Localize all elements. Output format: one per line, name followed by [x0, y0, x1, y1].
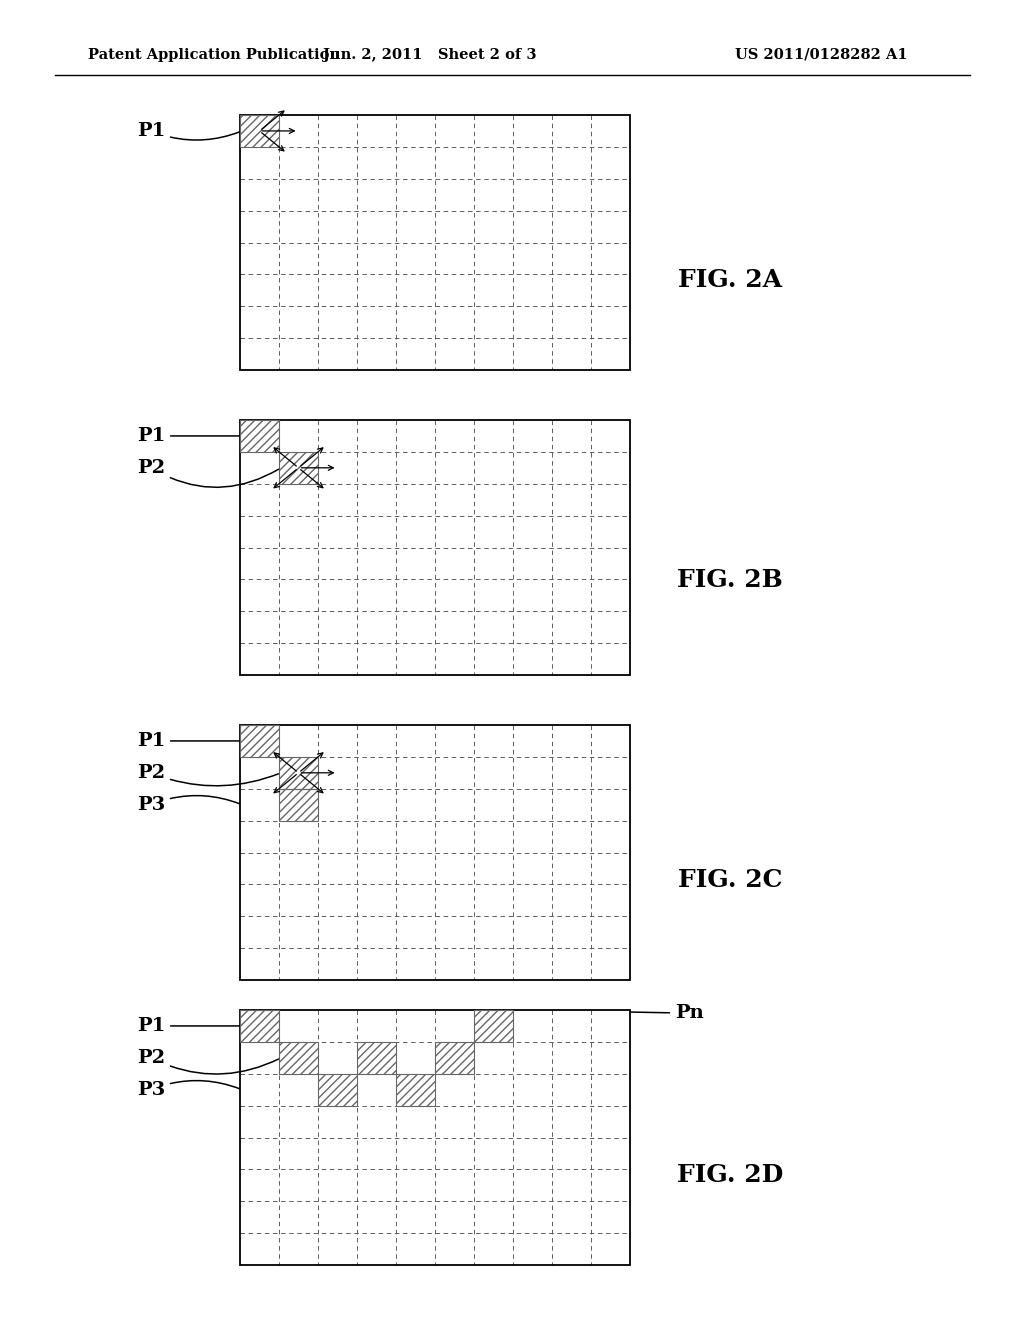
Text: P1: P1: [136, 426, 240, 445]
Text: P2: P2: [137, 1049, 279, 1074]
Text: FIG. 2C: FIG. 2C: [678, 869, 782, 892]
Bar: [396, 1073, 435, 1106]
Text: FIG. 2B: FIG. 2B: [677, 568, 783, 591]
Text: P3: P3: [137, 796, 240, 813]
Bar: [240, 420, 279, 451]
Text: FIG. 2D: FIG. 2D: [677, 1163, 783, 1187]
Text: P2: P2: [137, 459, 279, 487]
Bar: [240, 1010, 279, 1041]
Bar: [240, 725, 630, 979]
Bar: [279, 789, 318, 821]
Text: FIG. 2A: FIG. 2A: [678, 268, 782, 292]
Text: Jun. 2, 2011   Sheet 2 of 3: Jun. 2, 2011 Sheet 2 of 3: [324, 48, 537, 62]
Text: P1: P1: [136, 731, 240, 750]
Bar: [240, 420, 630, 675]
Bar: [240, 115, 279, 147]
Text: Patent Application Publication: Patent Application Publication: [88, 48, 340, 62]
Bar: [240, 115, 630, 370]
Text: P1: P1: [136, 1016, 240, 1035]
Bar: [279, 451, 318, 483]
Bar: [318, 1073, 357, 1106]
Bar: [474, 1010, 513, 1041]
Text: P2: P2: [137, 764, 279, 785]
Text: P3: P3: [137, 1081, 240, 1098]
Bar: [435, 1041, 474, 1073]
Text: US 2011/0128282 A1: US 2011/0128282 A1: [735, 48, 907, 62]
Bar: [279, 756, 318, 789]
Bar: [240, 1010, 630, 1265]
Bar: [240, 725, 279, 756]
Bar: [357, 1041, 396, 1073]
Bar: [279, 1041, 318, 1073]
Text: Pn: Pn: [631, 1005, 703, 1022]
Text: P1: P1: [136, 121, 240, 140]
